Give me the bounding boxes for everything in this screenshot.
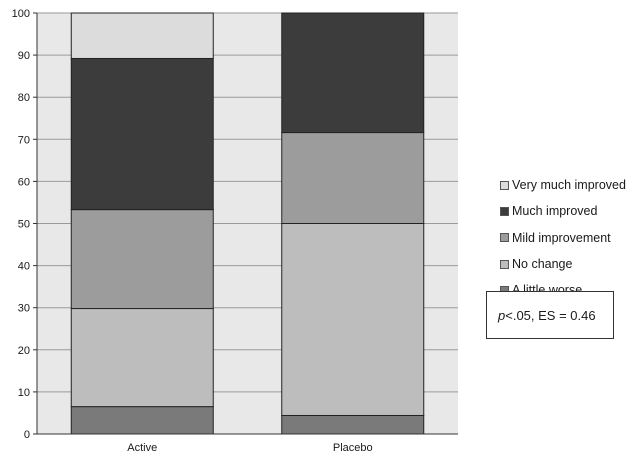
legend-swatch	[500, 259, 509, 269]
y-tick-label: 50	[18, 219, 30, 231]
legend: Very much improved Much improved Mild impr…	[500, 172, 626, 303]
y-tick-label: 20	[18, 345, 30, 357]
bar-segment	[70, 406, 214, 435]
legend-swatch	[500, 233, 509, 243]
y-tick-label: 30	[18, 303, 30, 315]
legend-swatch	[500, 206, 509, 216]
legend-label: No change	[512, 257, 573, 272]
bar-segment	[70, 209, 214, 310]
legend-label: Much improved	[512, 204, 598, 219]
y-tick-label: 0	[24, 429, 30, 441]
legend-swatch	[500, 180, 509, 190]
y-tick-label: 60	[18, 176, 30, 188]
y-tick-label: 70	[18, 134, 30, 146]
y-tick-label: 90	[18, 50, 30, 62]
y-tick-label: 80	[18, 92, 30, 104]
bar-segment	[70, 12, 214, 59]
y-tick-label: 100	[12, 8, 30, 20]
legend-item: Much improved	[500, 198, 626, 224]
y-tick-labels: 0 10 20 30 40 50 60 70 80 90 100	[12, 8, 30, 441]
bars	[70, 12, 425, 435]
stat-p: p	[498, 307, 506, 323]
legend-item: No change	[500, 251, 626, 277]
bar-segment	[281, 132, 425, 224]
x-tick-labels: Active Placebo	[127, 442, 372, 454]
axes	[33, 12, 458, 435]
x-tick-label: Placebo	[333, 442, 373, 454]
stat-annotation: p <.05, ES = 0.46	[486, 291, 614, 339]
legend-item: Mild improvement	[500, 225, 626, 251]
legend-label: Very much improved	[512, 178, 626, 193]
y-tick-label: 10	[18, 387, 30, 399]
bar-segment	[70, 57, 214, 211]
legend-item: Very much improved	[500, 172, 626, 198]
bar-segment	[70, 308, 214, 408]
bar-segment	[281, 12, 425, 134]
stat-text: <.05, ES = 0.46	[505, 307, 596, 323]
y-tick-label: 40	[18, 261, 30, 273]
legend-label: Mild improvement	[512, 230, 611, 245]
bar-segment	[281, 223, 425, 416]
bar-segment	[281, 414, 425, 435]
x-tick-label: Active	[127, 442, 157, 454]
